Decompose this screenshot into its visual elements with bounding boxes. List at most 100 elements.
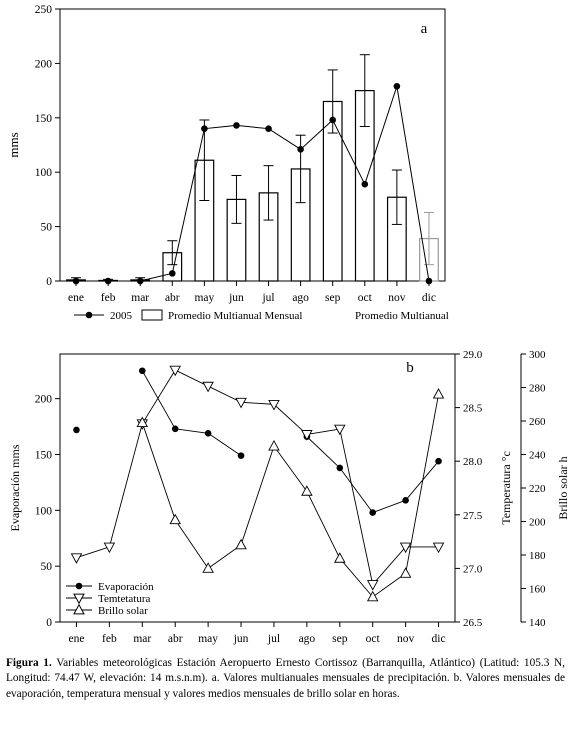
temp-tick-label: 28.5 (463, 403, 483, 415)
x-tick-label: ago (299, 633, 316, 645)
legend-label: Brillo solar (98, 605, 148, 617)
y-tick-label: 0 (46, 276, 52, 288)
series-line-temtetatura (273, 404, 308, 435)
x-tick-label: feb (102, 633, 117, 645)
series-line-brillo-solar (141, 422, 176, 520)
data-point-evaporaci-n (73, 426, 80, 434)
data-point-2005 (168, 270, 176, 277)
x-tick-label: nov (388, 292, 406, 304)
data-point-temtetatura (334, 424, 346, 436)
data-point-evaporaci-n (336, 464, 344, 472)
sunshine-tick-label: 240 (529, 450, 546, 462)
y-tick-label: 150 (35, 113, 53, 125)
data-point-brillo-solar (432, 388, 445, 399)
data-point-temtetatura (301, 430, 313, 441)
data-point-brillo-solar (202, 562, 214, 573)
data-point-2005 (136, 277, 144, 285)
series-line-brillo-solar (174, 519, 209, 569)
legend-marker (73, 603, 85, 615)
series-line-brillo-solar (240, 445, 275, 546)
series-line-temtetatura (108, 423, 143, 548)
x-tick-label: ene (68, 292, 84, 304)
data-point-brillo-solar (399, 567, 412, 578)
temp-tick-label: 26.5 (463, 617, 483, 629)
series-line-temtetatura (175, 369, 209, 387)
data-point-temtetatura (268, 400, 280, 411)
series-line-brillo-solar (405, 394, 439, 574)
data-point-temtetatura (432, 542, 445, 554)
chart-b-evaporation-temperature-sunshine: 0 50 100 150 200 Evaporación mms 26.5 27.0 27.5 2… (8, 349, 569, 645)
series-line-brillo-solar (306, 491, 341, 559)
series-line-evaporacion (207, 432, 242, 456)
temp-axis-label: Temperatura °c (499, 451, 513, 525)
series-line-2005 (76, 86, 430, 282)
data-point-2005 (72, 277, 80, 285)
sunshine-tick-label: 280 (529, 383, 546, 395)
series-line-evaporaci-n (405, 460, 439, 501)
series-line-evaporacion (175, 428, 209, 434)
series-line-evaporaci-n (306, 436, 341, 469)
panel-label: b (406, 360, 414, 376)
left-tick-label: 200 (35, 394, 53, 406)
data-point-temtetatura (202, 381, 214, 393)
data-point-evaporaci-n (402, 496, 409, 504)
series-line-temtetatura (306, 428, 340, 435)
sunshine-tick-label: 160 (529, 584, 546, 596)
data-point-2005 (104, 277, 112, 285)
data-point-2005 (201, 125, 208, 132)
series-line-temtetatura (241, 401, 274, 405)
data-point-brillo-solar (169, 513, 181, 525)
x-tick-label: sep (332, 633, 348, 645)
series-line-brillo-solar (273, 445, 308, 492)
data-point-brillo-solar (268, 439, 280, 451)
series-line-brillo-solar (339, 558, 374, 598)
data-point-temtetatura (366, 580, 379, 591)
x-tick-label: dic (432, 633, 446, 645)
data-point-2005 (393, 82, 401, 90)
figure-caption: Figura 1. Variables meteorológicas Estac… (6, 656, 565, 702)
data-point-temtetatura (399, 542, 412, 554)
x-tick-label: may (198, 633, 218, 645)
x-tick-label: ene (68, 633, 84, 645)
y-axis-label: mms (6, 132, 21, 157)
series-line-temtetatura (207, 385, 242, 403)
y-tick-label: 200 (35, 58, 53, 70)
legend-marker (73, 593, 85, 605)
x-tick-label: abr (165, 292, 180, 304)
y-tick-label: 50 (41, 222, 53, 234)
data-point-2005 (297, 146, 304, 153)
legend-label: Promedio Multianual (355, 310, 449, 322)
left-tick-label: 100 (35, 505, 53, 517)
x-tick-label: abr (168, 633, 183, 645)
plot-frame (59, 353, 456, 623)
x-tick-label: jun (228, 292, 244, 304)
data-point-brillo-solar (334, 552, 346, 563)
series-line-temtetatura (76, 546, 110, 559)
sunshine-axis-label: Brillo solar h (556, 456, 569, 519)
data-point-2005 (265, 125, 272, 132)
temp-tick-label: 28.0 (463, 456, 483, 468)
x-tick-label: dic (422, 292, 436, 304)
sunshine-tick-label: 140 (529, 617, 546, 629)
series-line-evaporacion (141, 370, 176, 430)
legend-label: Promedio Multianual Mensual (168, 310, 302, 322)
caption-text: Variables meteorológicas Estación Aeropu… (6, 657, 565, 700)
plot-frame (59, 8, 446, 282)
x-tick-label: jul (261, 292, 274, 304)
caption-label: Figura 1. (6, 657, 52, 669)
legend-label: Evaporación (98, 581, 154, 593)
x-tick-label: sep (325, 292, 341, 304)
data-point-temtetatura (70, 553, 83, 564)
legend-marker (85, 311, 93, 319)
temp-tick-label: 29.0 (463, 349, 483, 361)
sunshine-tick-label: 220 (529, 483, 546, 495)
sunshine-tick-label: 200 (529, 517, 546, 529)
data-point-brillo-solar (301, 485, 313, 496)
x-tick-label: nov (397, 633, 415, 645)
x-tick-label: mar (131, 292, 149, 304)
chart-a-precipitation: 0 50 100 150 200 250 ene feb mar abr may jun jul ago s… (6, 4, 449, 322)
sunshine-tick-label: 300 (529, 349, 546, 361)
data-point-2005 (361, 180, 369, 188)
x-tick-label: feb (101, 292, 116, 304)
